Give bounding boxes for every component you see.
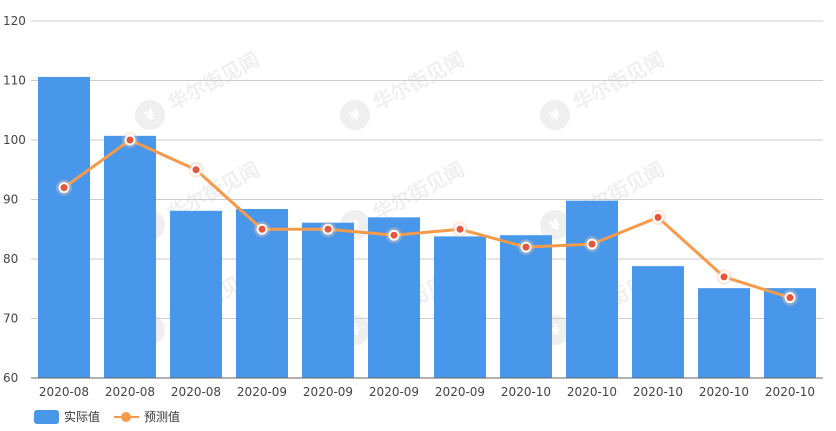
x-tick-label: 2020-10 xyxy=(633,385,683,399)
forecast-point[interactable] xyxy=(784,292,796,304)
x-tick-label: 2020-09 xyxy=(435,385,485,399)
y-tick-label: 60 xyxy=(3,371,18,385)
x-tick-label: 2020-08 xyxy=(171,385,221,399)
legend-label-forecast: 预测值 xyxy=(144,410,181,424)
bar[interactable] xyxy=(566,200,618,378)
x-tick-label: 2020-10 xyxy=(501,385,551,399)
legend-bar-swatch xyxy=(34,409,59,424)
watermark: ¥华尔街见闻 xyxy=(540,47,669,130)
bar[interactable] xyxy=(368,217,420,378)
bar[interactable] xyxy=(302,222,354,378)
bar[interactable] xyxy=(500,235,552,378)
legend-item-forecast[interactable]: 预测值 xyxy=(114,408,180,425)
x-tick-label: 2020-09 xyxy=(237,385,287,399)
forecast-point[interactable] xyxy=(388,229,400,241)
bar[interactable] xyxy=(632,266,684,378)
forecast-point[interactable] xyxy=(652,211,664,223)
svg-text:华尔街见闻: 华尔街见闻 xyxy=(569,47,669,115)
bar[interactable] xyxy=(236,209,288,378)
y-tick-label: 100 xyxy=(3,133,26,147)
y-axis: 60 70 80 90 100 110 120 xyxy=(3,14,26,385)
x-tick-label: 2020-08 xyxy=(105,385,155,399)
y-tick-label: 80 xyxy=(3,252,18,266)
forecast-point[interactable] xyxy=(586,238,598,250)
x-tick-label: 2020-09 xyxy=(303,385,353,399)
x-tick-label: 2020-10 xyxy=(699,385,749,399)
y-tick-label: 110 xyxy=(3,74,26,88)
forecast-point[interactable] xyxy=(520,241,532,253)
legend-item-actual[interactable]: 实际值 xyxy=(34,408,100,425)
svg-text:华尔街见闻: 华尔街见闻 xyxy=(369,47,469,115)
forecast-point[interactable] xyxy=(322,223,334,235)
bar[interactable] xyxy=(104,135,156,378)
legend: 实际值 预测值 xyxy=(34,408,194,425)
watermark: ¥华尔街见闻 xyxy=(340,47,469,130)
legend-label-actual: 实际值 xyxy=(64,410,101,424)
legend-line-swatch xyxy=(114,410,140,424)
x-tick-label: 2020-10 xyxy=(567,385,617,399)
x-tick-label: 2020-10 xyxy=(765,385,815,399)
bar[interactable] xyxy=(170,210,222,378)
forecast-point[interactable] xyxy=(454,223,466,235)
bar[interactable] xyxy=(698,288,750,378)
y-tick-label: 90 xyxy=(3,193,18,207)
forecast-point[interactable] xyxy=(124,134,136,146)
x-axis: 2020-08 2020-08 2020-08 2020-09 2020-09 2020-… xyxy=(31,377,823,399)
bar-series xyxy=(38,76,816,379)
svg-text:华尔街见闻: 华尔街见闻 xyxy=(164,47,264,115)
forecast-point[interactable] xyxy=(58,182,70,194)
line-series xyxy=(56,132,798,306)
bar[interactable] xyxy=(38,76,90,379)
forecast-point[interactable] xyxy=(718,271,730,283)
watermark: ¥华尔街见闻 xyxy=(135,47,264,130)
x-tick-label: 2020-08 xyxy=(39,385,89,399)
x-tick-label: 2020-09 xyxy=(369,385,419,399)
bar[interactable] xyxy=(434,236,486,378)
forecast-line xyxy=(63,138,791,300)
svg-text:华尔街见闻: 华尔街见闻 xyxy=(369,157,469,225)
y-tick-label: 120 xyxy=(3,14,26,28)
y-tick-label: 70 xyxy=(3,312,18,326)
forecast-point[interactable] xyxy=(256,223,268,235)
forecast-point[interactable] xyxy=(190,164,202,176)
